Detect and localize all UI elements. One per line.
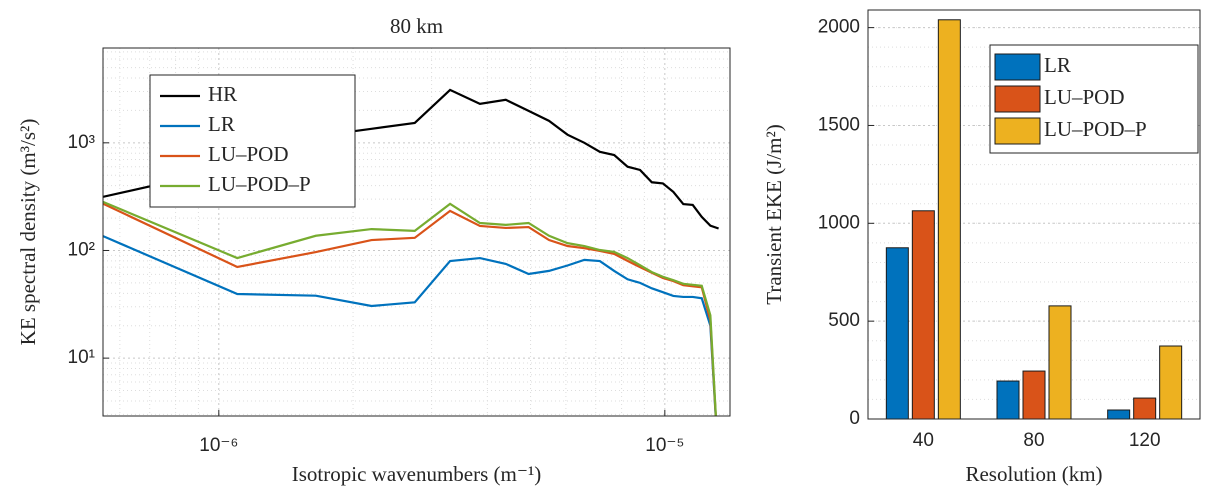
x-tick-label: 10⁻⁶ bbox=[199, 435, 238, 456]
axes-frame bbox=[867, 9, 1201, 420]
legend-label: LU–POD–P bbox=[1044, 117, 1147, 141]
x-tick-label: 80 bbox=[1023, 430, 1044, 451]
bar bbox=[1159, 345, 1183, 419]
y-tick-label: 0 bbox=[849, 408, 860, 429]
legend-label: LU–POD–P bbox=[208, 172, 311, 196]
bar bbox=[1133, 397, 1157, 419]
legend-label: LU–POD bbox=[1044, 85, 1125, 109]
y-axis-label: KE spectral density (m³/s²) bbox=[16, 119, 40, 346]
legend-swatch bbox=[994, 117, 1041, 145]
y-tick-label: 10² bbox=[68, 239, 95, 260]
bar bbox=[1048, 305, 1072, 419]
bar bbox=[1022, 370, 1046, 419]
y-tick-label: 1000 bbox=[818, 212, 860, 233]
chart-panel: 10¹ 10² 10³ 10⁻⁶ 10⁻⁵ 80 km Isotropic wavenumb… bbox=[16, 14, 731, 486]
y-tick-label: 1500 bbox=[818, 114, 860, 135]
y-tick-label: 10³ bbox=[68, 132, 95, 153]
data-line bbox=[103, 235, 717, 416]
legend-label: LR bbox=[208, 112, 235, 136]
bar bbox=[885, 247, 909, 419]
legend: HR LR LU–POD LU–POD–P bbox=[149, 74, 356, 208]
y-tick-label: 500 bbox=[828, 310, 860, 331]
bar bbox=[996, 380, 1020, 419]
chart-title: 80 km bbox=[390, 14, 443, 38]
legend-label: HR bbox=[208, 82, 237, 106]
data-line bbox=[103, 88, 719, 230]
x-axis-label: Resolution (km) bbox=[965, 462, 1102, 486]
legend-label: LR bbox=[1044, 53, 1071, 77]
x-tick-label: 40 bbox=[913, 430, 934, 451]
legend-label: LU–POD bbox=[208, 142, 289, 166]
chart-panel: 0 500 1000 1500 2000 40 80 120 Resolution (km) Tr… bbox=[762, 9, 1201, 486]
axes-frame bbox=[102, 47, 731, 417]
y-tick-label: 10¹ bbox=[68, 347, 95, 368]
bar bbox=[1107, 409, 1131, 419]
legend-swatch bbox=[994, 53, 1041, 81]
x-tick-label: 10⁻⁵ bbox=[645, 435, 684, 456]
legend-swatch bbox=[994, 85, 1041, 113]
y-tick-label: 2000 bbox=[818, 17, 860, 38]
data-line bbox=[103, 202, 717, 416]
x-tick-label: 120 bbox=[1129, 430, 1161, 451]
bar bbox=[911, 210, 935, 419]
data-line bbox=[103, 200, 717, 416]
y-axis-label: Transient EKE (J/m²) bbox=[762, 124, 786, 305]
bar bbox=[937, 19, 961, 419]
legend: LR LU–POD LU–POD–P bbox=[989, 44, 1199, 154]
x-axis-label: Isotropic wavenumbers (m⁻¹) bbox=[292, 462, 541, 486]
